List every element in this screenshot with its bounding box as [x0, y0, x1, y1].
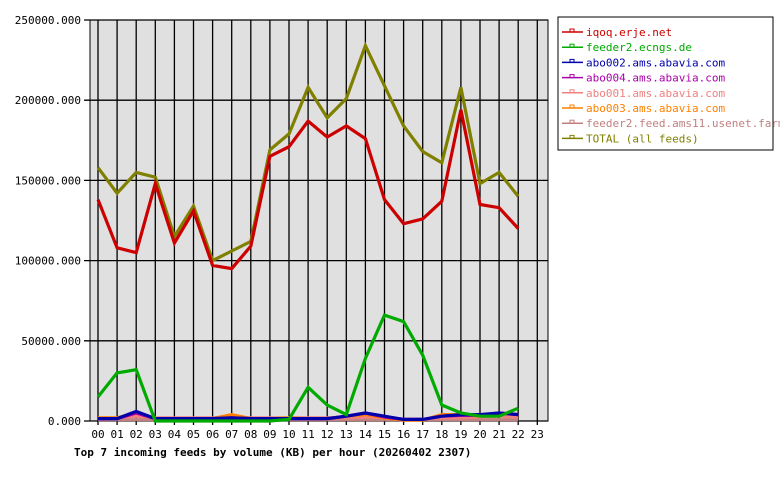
x-tick-label: 03 [149, 428, 162, 441]
x-tick-label: 06 [206, 428, 219, 441]
y-tick-label: 0.000 [48, 415, 81, 428]
x-tick-label: 17 [416, 428, 429, 441]
y-tick-label: 250000.000 [15, 14, 81, 27]
y-tick-label: 150000.000 [15, 174, 81, 187]
x-tick-label: 07 [225, 428, 238, 441]
x-tick-label: 23 [531, 428, 544, 441]
legend-label: abo001.ams.abavia.com [586, 87, 725, 100]
y-axis: 0.000 50000.000 100000.000 150000.000 200000… [15, 14, 81, 428]
x-tick-label: 18 [435, 428, 448, 441]
legend-item: abo004.ams.abavia.com [562, 72, 725, 85]
legend-item: iqoq.erje.net [562, 26, 672, 39]
legend-item: feeder2.feed.ams11.usenet.farm [562, 117, 780, 130]
y-tick-label: 100000.000 [15, 255, 81, 268]
x-tick-label: 11 [301, 428, 314, 441]
legend-item: abo003.ams.abavia.com [562, 102, 725, 115]
series-lines [96, 41, 520, 423]
legend-label: abo002.ams.abavia.com [586, 56, 725, 69]
series-line [96, 109, 520, 271]
x-tick-label: 13 [340, 428, 353, 441]
legend-item: feeder2.ecngs.de [562, 41, 692, 54]
x-axis: 00 01 02 03 04 05 06 07 08 09 10 11 12 13 14 15 16 17 18 19… [91, 428, 544, 441]
x-tick-label: 14 [359, 428, 373, 441]
x-tick-label: 12 [321, 428, 334, 441]
legend-item: abo001.ams.abavia.com [562, 87, 725, 100]
x-tick-label: 09 [263, 428, 276, 441]
x-tick-label: 00 [91, 428, 104, 441]
x-tick-label: 21 [492, 428, 505, 441]
legend-label: feeder2.ecngs.de [586, 41, 692, 54]
x-tick-label: 16 [397, 428, 410, 441]
legend-label: abo004.ams.abavia.com [586, 72, 725, 85]
x-tick-label: 22 [512, 428, 525, 441]
chart-title: Top 7 incoming feeds by volume (KB) per … [74, 446, 471, 459]
legend-label: iqoq.erje.net [586, 26, 672, 39]
legend-item: abo002.ams.abavia.com [562, 56, 725, 69]
x-tick-label: 10 [282, 428, 295, 441]
series-line [96, 313, 519, 423]
x-tick-label: 02 [130, 428, 143, 441]
x-tick-label: 01 [110, 428, 123, 441]
x-tick-label: 05 [187, 428, 200, 441]
x-tick-label: 04 [168, 428, 182, 441]
legend-label: TOTAL (all feeds) [586, 132, 699, 145]
x-tick-label: 15 [378, 428, 391, 441]
x-tick-label: 20 [473, 428, 486, 441]
x-tick-label: 19 [454, 428, 467, 441]
legend-label: abo003.ams.abavia.com [586, 102, 725, 115]
legend-item: TOTAL (all feeds) [562, 132, 699, 145]
x-tick-label: 08 [244, 428, 257, 441]
series-line [98, 409, 519, 421]
y-tick-label: 50000.000 [21, 335, 81, 348]
legend: iqoq.erje.net feeder2.ecngs.de abo002.ams.… [557, 16, 780, 151]
plot-area [89, 19, 549, 422]
y-tick-label: 200000.000 [15, 94, 81, 107]
series-line [96, 41, 520, 263]
legend-label: feeder2.feed.ams11.usenet.farm [586, 117, 780, 130]
